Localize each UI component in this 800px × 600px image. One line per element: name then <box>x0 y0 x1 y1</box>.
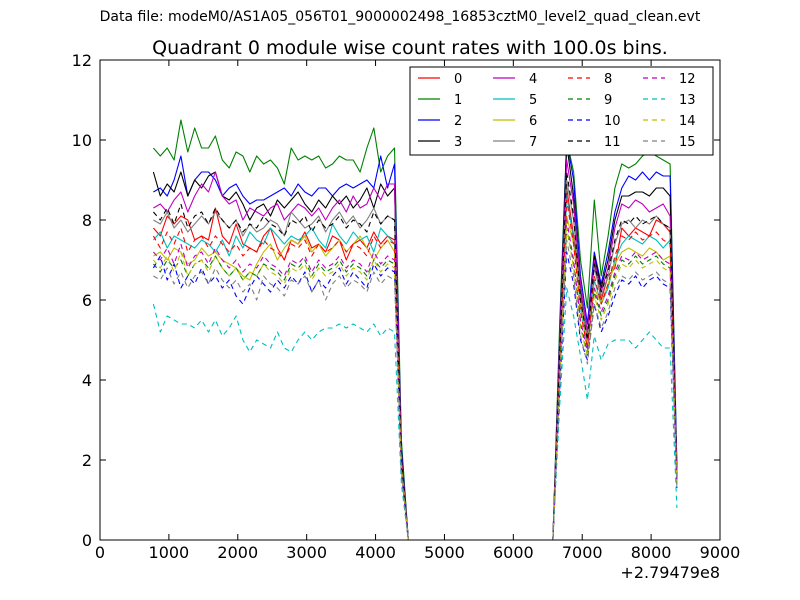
x-tick-label: 0 <box>95 543 105 562</box>
y-tick-label: 8 <box>82 211 92 230</box>
legend-label-11: 11 <box>604 135 621 150</box>
legend-label-0: 0 <box>454 72 462 87</box>
legend-label-14: 14 <box>679 114 696 129</box>
series-line-12 <box>152 219 678 540</box>
legend-label-2: 2 <box>454 114 462 129</box>
series-line-8 <box>152 199 678 540</box>
series-line-7 <box>153 179 678 540</box>
y-tick-label: 12 <box>72 51 92 70</box>
x-tick-label: 1000 <box>149 543 190 562</box>
series-line-2 <box>153 139 678 540</box>
series-line-3 <box>152 143 678 540</box>
series-layer <box>152 119 678 540</box>
series-line-13 <box>152 287 678 540</box>
y-tick-label: 6 <box>82 291 92 310</box>
legend-label-8: 8 <box>604 72 612 87</box>
chart-title: Quadrant 0 module wise count rates with … <box>152 37 668 59</box>
x-tick-label: 6000 <box>493 543 534 562</box>
figure-suptitle: Data file: modeM0/AS1A05_056T01_90000024… <box>99 9 701 25</box>
y-tick-label: 10 <box>72 131 92 150</box>
y-tick-label: 4 <box>82 371 92 390</box>
x-tick-label: 9000 <box>700 543 741 562</box>
x-tick-label: 8000 <box>631 543 672 562</box>
series-line-15 <box>153 239 678 540</box>
series-line-4 <box>153 159 678 540</box>
x-tick-label: 4000 <box>355 543 396 562</box>
series-line-11 <box>152 171 678 540</box>
series-line-10 <box>152 251 678 540</box>
series-line-14 <box>152 227 678 540</box>
legend-label-9: 9 <box>604 93 612 108</box>
x-offset-label: +2.79479e8 <box>620 563 720 582</box>
y-tick-label: 2 <box>82 451 92 470</box>
legend-label-3: 3 <box>454 135 462 150</box>
legend-label-5: 5 <box>529 93 537 108</box>
axis-ticks: 0 1000 2000 3000 4000 5000 6000 7000 8000 9000 0 2 4… <box>72 51 741 562</box>
x-tick-label: 5000 <box>424 543 465 562</box>
legend-label-12: 12 <box>679 72 696 87</box>
series-line-1 <box>152 119 678 540</box>
legend-label-1: 1 <box>454 93 462 108</box>
x-tick-label: 2000 <box>217 543 258 562</box>
legend-label-6: 6 <box>529 114 537 129</box>
y-tick-label: 0 <box>82 531 92 550</box>
x-tick-label: 3000 <box>286 543 327 562</box>
series-line-6 <box>153 215 678 540</box>
legend-box <box>409 66 714 156</box>
legend-label-15: 15 <box>679 135 696 150</box>
legend-label-4: 4 <box>529 72 537 87</box>
legend-label-13: 13 <box>679 93 696 108</box>
x-tick-label: 7000 <box>562 543 603 562</box>
legend-label-10: 10 <box>604 114 621 129</box>
legend-label-7: 7 <box>529 135 537 150</box>
